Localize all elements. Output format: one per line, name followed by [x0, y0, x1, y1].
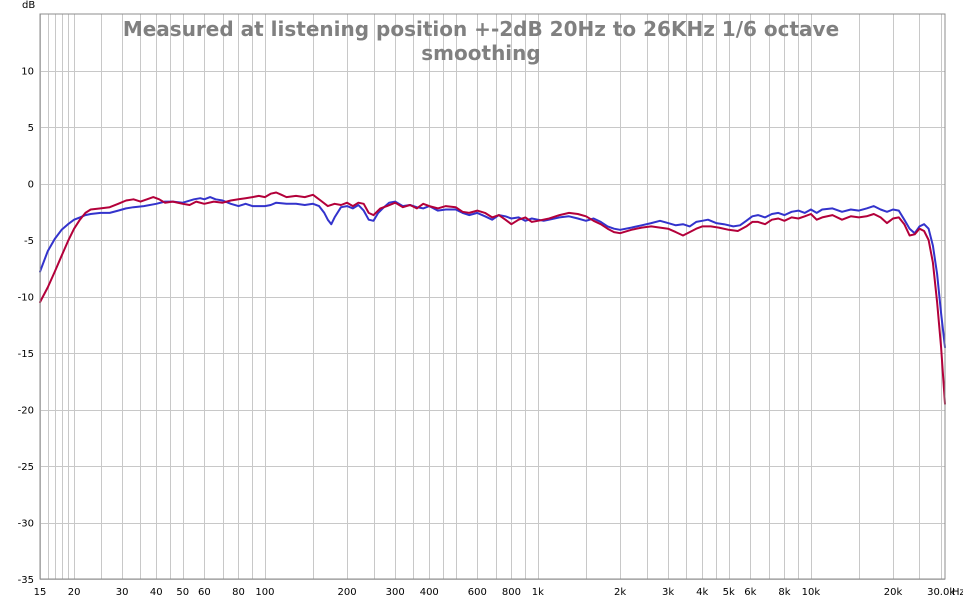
x-axis-tick-labels: 15 20 30 40 50 60 80 100 200 300 400 600 800 1k 2k 3k 4k… — [34, 587, 956, 598]
x-tick-label: 400 — [420, 587, 439, 598]
x-tick-label: 40 — [150, 587, 163, 598]
y-tick-label: -20 — [18, 406, 34, 417]
y-axis-tick-labels: 10 5 0 -5 -10 -15 -20 -25 -30 -35 — [18, 67, 34, 587]
x-tick-label: 10k — [802, 587, 821, 598]
x-tick-label: 6k — [744, 587, 756, 598]
series-line-2 — [39, 191, 946, 405]
y-tick-label: -5 — [24, 236, 34, 247]
x-tick-label: 1k — [532, 587, 544, 598]
x-tick-label: 5k — [723, 587, 735, 598]
y-tick-label: 10 — [21, 67, 34, 78]
chart-title-line-2: smoothing — [421, 41, 540, 65]
y-axis-unit: dB — [22, 0, 35, 11]
x-tick-label: 100 — [255, 587, 274, 598]
series-line-1 — [39, 196, 946, 349]
x-tick-label: 8k — [778, 587, 790, 598]
x-tick-label: 50 — [176, 587, 189, 598]
x-tick-label: 300 — [386, 587, 405, 598]
x-tick-label: 60 — [198, 587, 211, 598]
y-tick-label: -35 — [18, 575, 34, 586]
y-tick-label: -30 — [18, 519, 34, 530]
series-layer — [39, 191, 946, 405]
plot-frame — [39, 13, 946, 580]
x-tick-label: 200 — [338, 587, 357, 598]
vertical-grid — [40, 14, 942, 579]
x-tick-label: 20k — [884, 587, 903, 598]
y-tick-label: -25 — [18, 462, 34, 473]
x-tick-label: 30 — [116, 587, 129, 598]
x-tick-label: 2k — [614, 587, 626, 598]
x-tick-label: 3k — [662, 587, 674, 598]
x-tick-label: 800 — [502, 587, 521, 598]
y-tick-label: 5 — [28, 123, 34, 134]
x-axis-unit: Hz — [952, 587, 963, 598]
x-tick-label: 20 — [68, 587, 81, 598]
x-tick-label: 4k — [696, 587, 708, 598]
x-tick-label: 30.0k — [927, 587, 955, 598]
y-tick-label: 0 — [28, 180, 34, 191]
x-tick-label: 80 — [232, 587, 245, 598]
y-tick-label: -15 — [18, 349, 34, 360]
y-tick-label: -10 — [18, 293, 34, 304]
x-tick-label: 600 — [468, 587, 487, 598]
plot-background — [40, 14, 945, 579]
chart-title-line-1: Measured at listening position +-2dB 20H… — [123, 17, 839, 41]
x-tick-label: 15 — [34, 587, 47, 598]
